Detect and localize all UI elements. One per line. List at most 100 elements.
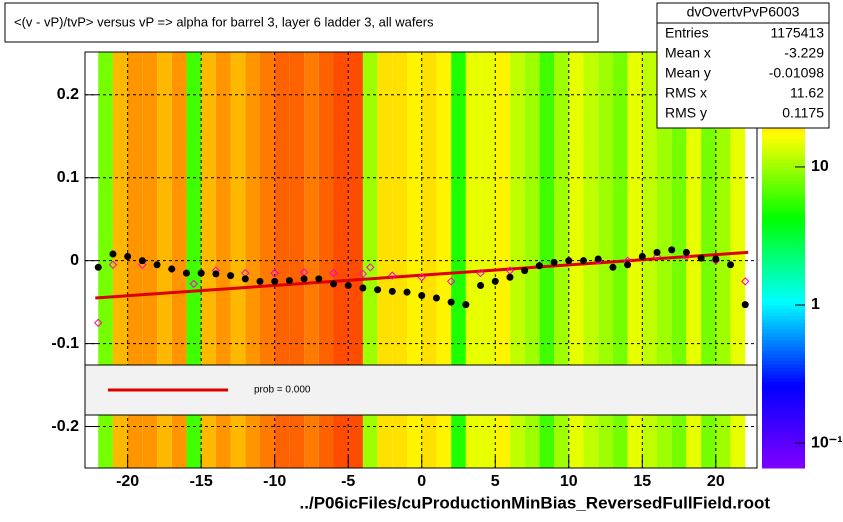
profile-marker — [330, 280, 338, 288]
profile-marker — [285, 277, 293, 285]
mean-marker — [329, 268, 338, 278]
legend-label: prob = 0.000 — [254, 385, 311, 396]
heatmap-cell — [480, 52, 496, 468]
colorbar-cell — [762, 242, 805, 247]
heatmap-cell — [392, 52, 408, 468]
colorbar-cell — [762, 346, 805, 351]
colorbar-cell — [762, 253, 805, 258]
colorbar-cell — [762, 388, 805, 393]
colorbar-cell — [762, 325, 805, 330]
colorbar-cell — [762, 187, 805, 192]
profile-marker — [594, 255, 602, 263]
mean-marker — [108, 260, 118, 270]
profile-marker — [138, 257, 146, 265]
colorbar-cell — [762, 412, 805, 417]
colorbar-cell — [762, 159, 805, 164]
profile-marker — [388, 287, 396, 295]
heatmap-cell — [451, 52, 466, 468]
profile-marker — [212, 270, 220, 278]
title-box — [4, 2, 599, 43]
colorbar-cell — [762, 370, 805, 375]
heatmap-cell — [274, 52, 290, 468]
colorbar-cell — [762, 426, 805, 431]
profile-marker — [241, 275, 249, 283]
profile-marker — [521, 267, 529, 275]
colorbar-cell — [762, 263, 805, 268]
colorbar-cell — [762, 367, 805, 372]
profile-marker — [418, 291, 426, 299]
x-axis-label: ../P06icFiles/cuProductionMinBias_Revers… — [300, 493, 771, 512]
heatmap-cell — [142, 52, 158, 468]
heatmap-cell — [348, 52, 363, 468]
colorbar-cell — [762, 162, 805, 167]
colorbar-cell — [762, 381, 805, 386]
colorbar-cell — [762, 218, 805, 223]
mean-marker — [366, 263, 375, 272]
heatmap-cell — [539, 52, 555, 468]
colorbar-cell — [762, 225, 805, 230]
colorbar-cell — [762, 315, 805, 320]
colorbar-cell — [762, 402, 805, 407]
heatmap-cell — [509, 52, 525, 468]
colorbar-cell — [762, 173, 805, 178]
colorbar-cell — [762, 450, 805, 455]
profile-marker — [506, 273, 514, 281]
heatmap-cell — [112, 52, 128, 468]
heatmap-cell — [657, 52, 672, 468]
profile-marker — [182, 269, 190, 277]
x-tick-label: 5 — [491, 473, 500, 490]
mean-marker — [388, 271, 397, 280]
colorbar-cell — [762, 332, 805, 337]
heatmap-cell — [524, 52, 540, 468]
colorbar-cell — [762, 197, 805, 202]
heatmap-cell — [201, 52, 216, 468]
colorbar-cell — [762, 246, 805, 251]
colorbar-cell — [762, 166, 805, 171]
chart-title: <(v - vP)/tvP> versus vP => alpha for ba… — [14, 14, 434, 29]
heatmap-cell — [421, 52, 437, 468]
heatmap-cell — [715, 52, 731, 468]
profile-marker — [359, 284, 367, 292]
colorbar-cell — [762, 145, 805, 150]
profile-marker — [344, 282, 352, 290]
x-tick-label: 0 — [417, 473, 426, 490]
profile-marker — [477, 282, 485, 290]
colorbar-cell — [762, 464, 805, 469]
colorbar-cell — [762, 256, 805, 261]
mean-marker — [446, 277, 456, 286]
profile-marker — [550, 258, 558, 266]
profile-marker — [682, 248, 690, 256]
x-tick-label: 20 — [707, 473, 725, 490]
colorbar-cell — [762, 312, 805, 316]
colorbar-cell — [762, 239, 805, 244]
colorbar-cell — [762, 235, 805, 240]
colorbar-cell — [762, 228, 805, 233]
stats-key: Mean x — [665, 45, 711, 61]
profile-marker — [168, 265, 176, 273]
heatmap-cell — [465, 52, 481, 468]
colorbar-cell — [762, 343, 805, 348]
colorbar-cell — [762, 377, 805, 382]
x-tick-label: -20 — [116, 473, 139, 490]
colorbar-cell — [762, 280, 805, 285]
x-tick-label: -15 — [190, 473, 213, 490]
profile-marker — [535, 262, 543, 270]
heatmap-cell — [407, 52, 422, 468]
heatmap-cell — [686, 52, 702, 468]
colorbar-cell — [762, 339, 805, 344]
colorbar-cell — [762, 433, 805, 438]
profile-marker — [109, 250, 117, 258]
profile-marker — [256, 277, 264, 285]
heatmap-cell — [171, 52, 187, 468]
colorbar-cell — [762, 443, 805, 448]
colorbar-cell — [762, 329, 805, 334]
colorbar-cell — [762, 398, 805, 403]
colorbar-cell — [762, 149, 805, 154]
colorbar-cell — [762, 260, 805, 264]
fit-line — [95, 250, 749, 300]
y-tick-label: 0.2 — [57, 86, 79, 103]
profile-marker — [697, 254, 705, 262]
profile-marker — [227, 272, 235, 280]
profile-marker — [565, 257, 573, 265]
